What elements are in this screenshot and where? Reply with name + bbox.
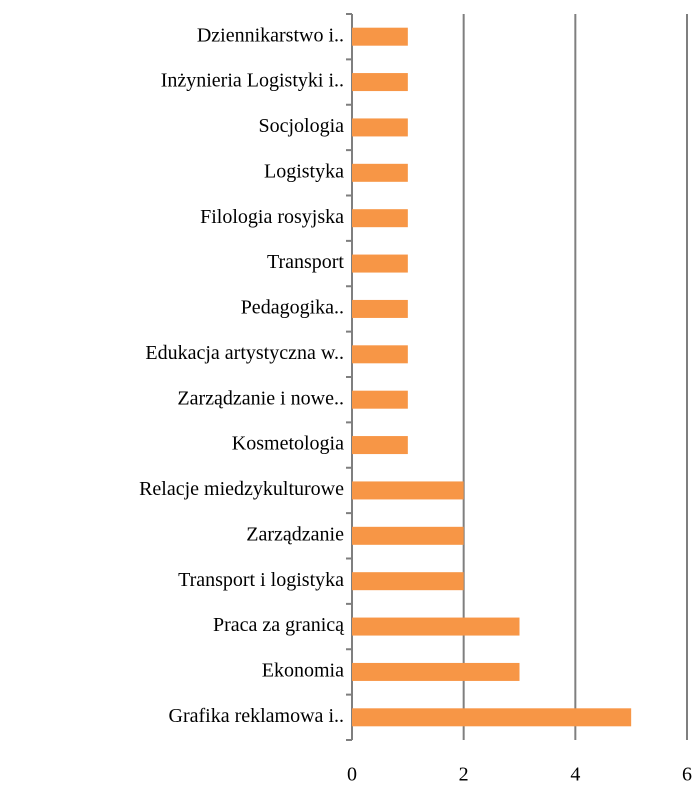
bar [352,209,408,228]
y-tick-label: Socjologia [258,115,344,137]
y-tick-label: Pedagogika.. [241,297,344,319]
y-tick-label: Praca za granicą [213,614,345,636]
y-tick-label: Filologia rosyjska [200,206,344,228]
bar [352,662,520,681]
y-tick-label: Kosmetologia [232,433,344,455]
x-tick-label: 2 [459,764,469,786]
y-tick-label: Zarządzanie i nowe.. [177,387,344,409]
y-tick-label: Dziennikarstwo i.. [197,24,344,46]
bar [352,708,632,727]
bar [352,118,408,137]
x-tick-label: 6 [682,764,692,786]
x-tick-label: 0 [347,764,357,786]
bar [352,481,464,500]
bar [352,73,408,92]
bar [352,436,408,455]
y-tick-label: Grafika reklamowa i.. [169,705,344,727]
bar [352,390,408,409]
y-tick-label: Logistyka [264,160,344,182]
y-tick-label: Edukacja artystyczna w.. [145,342,344,364]
bar [352,345,408,364]
y-tick-label: Ekonomia [262,660,344,682]
y-tick-label: Relacje miedzykulturowe [139,478,344,500]
y-tick-label: Transport i logistyka [178,569,344,591]
bar [352,299,408,318]
x-tick-label: 4 [570,764,580,786]
y-tick-label: Transport [267,251,344,273]
bar [352,254,408,273]
bar [352,572,464,591]
bar [352,526,464,545]
bar [352,163,408,182]
bar [352,27,408,46]
bar [352,617,520,636]
y-tick-label: Zarządzanie [246,523,344,545]
y-tick-label: Inżynieria Logistyki i.. [161,70,344,92]
